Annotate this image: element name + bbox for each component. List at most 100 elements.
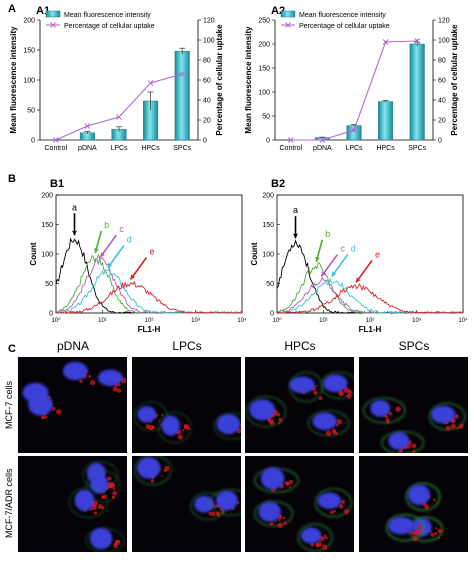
micrograph-panel: [245, 357, 354, 453]
bar: [174, 50, 190, 141]
y-tick-label: 50: [45, 281, 53, 288]
y-axis-title: Count: [29, 242, 38, 265]
left-tick-label: 200: [258, 42, 270, 49]
micrograph-image: [253, 467, 353, 552]
x-axis-title: FL1-H: [138, 325, 161, 334]
y-tick-label: 200: [262, 193, 274, 200]
histogram-b: [276, 262, 464, 314]
arrowhead-d: [107, 262, 113, 268]
x-tick-label: Control: [280, 145, 303, 152]
micrograph-panel: [132, 456, 241, 552]
arrowhead-e: [130, 274, 136, 280]
legend-bar-swatch: [280, 10, 296, 18]
right-axis-title: Percentage of cellular uptake: [450, 24, 459, 136]
x-tick-label: SPCs: [408, 145, 426, 152]
x-tick-label: 10²: [366, 318, 375, 324]
bar: [409, 43, 425, 141]
micrograph-panel: [359, 456, 468, 552]
arrowhead-a: [293, 233, 298, 239]
x-tick-label: pDNA: [313, 145, 332, 152]
histogram-e: [56, 280, 243, 314]
legend-line-marker: [285, 22, 291, 28]
column-label: HPCs: [284, 339, 316, 353]
left-tick-label: 150: [258, 66, 270, 73]
uptake-marker: [116, 114, 122, 120]
y-tick-label: 0: [270, 311, 274, 318]
legend-line-label: Percentage of cellular uptake: [64, 23, 155, 30]
x-tick-label: 10⁰: [51, 317, 61, 324]
x-tick-label: 10⁴: [237, 317, 247, 324]
x-tick-label: 10³: [191, 318, 200, 324]
micrograph-panel: [245, 456, 354, 552]
arrowhead-c: [321, 271, 326, 277]
right-tick-label: 80: [438, 58, 446, 65]
left-tick-label: 250: [258, 18, 270, 25]
left-axis-title: Mean fluorescence intensity: [244, 26, 253, 134]
x-tick-label: 10³: [412, 318, 421, 324]
uptake-marker: [52, 137, 59, 143]
y-axis-title: Count: [250, 242, 259, 265]
micrograph-image: [68, 461, 125, 552]
uptake-marker: [84, 123, 91, 129]
x-tick-label: Control: [45, 145, 68, 152]
x-tick-label: 10²: [145, 318, 154, 324]
micrograph-image: [362, 397, 467, 453]
curve-label-e: e: [149, 247, 154, 257]
uptake-marker: [147, 80, 154, 86]
y-tick-label: 100: [262, 252, 274, 259]
uptake-marker: [179, 71, 186, 77]
arrowhead-b: [94, 248, 99, 253]
curve-label-e: e: [375, 249, 380, 259]
right-tick-label: 60: [438, 78, 446, 85]
right-tick-label: 100: [203, 38, 215, 45]
curve-label-b: b: [325, 229, 330, 239]
histogram-d: [55, 267, 242, 314]
arrowhead-d: [331, 271, 337, 277]
left-tick-label: 50: [27, 108, 35, 115]
micrograph-panel: [18, 456, 127, 552]
section-label-a: A: [8, 3, 16, 15]
right-tick-label: 120: [438, 18, 450, 25]
arrow-d: [331, 254, 349, 278]
column-label: SPCs: [398, 339, 430, 353]
section-label-b: B: [8, 173, 16, 185]
arrowhead-c: [100, 252, 105, 258]
y-tick-label: 150: [262, 222, 274, 229]
left-tick-label: 100: [23, 78, 35, 85]
histogram-e: [276, 283, 464, 314]
legend-line-label: Percentage of cellular uptake: [299, 23, 390, 30]
arrow-e: [129, 257, 148, 280]
micrograph-panel: [359, 357, 468, 453]
panel-label: B2: [271, 178, 285, 190]
left-tick-label: 100: [258, 90, 270, 97]
column-label: LPCs: [172, 339, 202, 353]
uptake-marker: [319, 137, 326, 143]
curve-label-d: d: [351, 244, 356, 254]
right-tick-label: 40: [438, 98, 446, 105]
x-tick-label: HPCs: [141, 145, 160, 152]
left-tick-label: 200: [23, 18, 35, 25]
micrograph-image: [245, 371, 354, 437]
x-tick-label: 10⁰: [272, 317, 282, 324]
left-tick-label: 0: [31, 138, 35, 145]
histogram-c: [276, 276, 463, 314]
x-tick-label: 10¹: [98, 318, 107, 324]
right-tick-label: 0: [203, 138, 207, 145]
left-tick-label: 150: [23, 48, 35, 55]
curve-label-a: a: [293, 205, 298, 215]
right-tick-label: 0: [438, 138, 442, 145]
x-tick-label: HPCs: [376, 145, 395, 152]
uptake-marker: [287, 137, 294, 143]
y-tick-label: 50: [266, 281, 274, 288]
bar: [378, 101, 394, 141]
arrowhead-a: [72, 230, 77, 236]
micrograph-image: [385, 482, 444, 543]
curve-label-c: c: [119, 224, 124, 234]
micrograph-panel: [18, 357, 127, 453]
arrow-d: [107, 245, 125, 269]
x-tick-label: SPCs: [173, 145, 191, 152]
x-tick-label: pDNA: [78, 145, 97, 152]
y-tick-label: 100: [41, 252, 53, 259]
micrograph-image: [133, 401, 241, 444]
x-tick-label: 10¹: [319, 318, 328, 324]
